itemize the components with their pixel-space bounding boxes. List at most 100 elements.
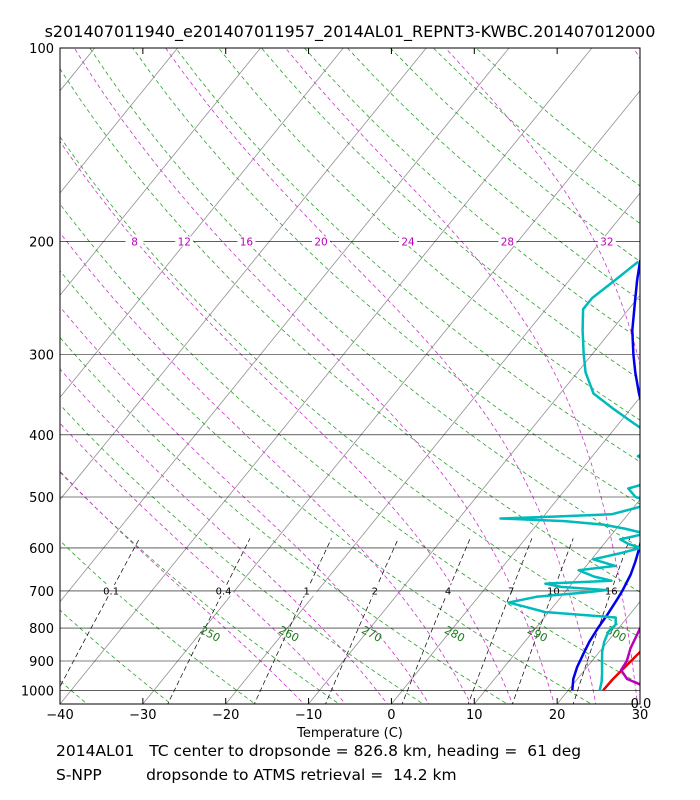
mixing-ratio-label-bg xyxy=(438,584,459,596)
moist-adiabat-line xyxy=(73,48,555,704)
y-tick-label: 1000 xyxy=(21,684,54,699)
isotherm-line xyxy=(225,192,640,704)
isotherm-line xyxy=(307,294,640,704)
dry-adiabat-line xyxy=(60,471,340,704)
theta-e-label-bg xyxy=(312,236,330,247)
theta-e-label-bg xyxy=(498,236,517,247)
mixing-ratio-line xyxy=(467,538,533,704)
mixing-ratio-label: 0.1 xyxy=(103,586,119,597)
mixing-ratio-line xyxy=(572,538,631,704)
theta-e-label-bg xyxy=(597,236,616,247)
y-tick-label: 300 xyxy=(29,348,54,363)
mixing-ratio-label: 2 xyxy=(372,586,378,597)
dry-adiabat-line xyxy=(218,48,640,421)
theta-e-label: 12 xyxy=(178,236,191,248)
dry-adiabat-line xyxy=(60,270,593,704)
y-tick-label: 700 xyxy=(29,585,54,600)
y-tick-label: 500 xyxy=(29,491,54,506)
x-tick-label: 10 xyxy=(466,708,483,723)
plot-frame xyxy=(59,47,641,705)
y-tick-label: 900 xyxy=(29,655,54,670)
dry-adiabat-line xyxy=(60,540,256,704)
isotherm-line xyxy=(60,48,427,501)
corner-label: 0.0 xyxy=(631,697,652,712)
mixing-ratio-line xyxy=(253,538,332,704)
mixing-ratio-label: 7 xyxy=(508,586,514,597)
mixing-ratio-label-bg xyxy=(601,584,622,596)
moist-adiabat-line xyxy=(60,140,513,704)
axes: −40 −30 −20 −10 0 10 20 30100090080070060050040… xyxy=(21,42,651,723)
dry-adiabat-line xyxy=(432,48,640,224)
sounding-profiles xyxy=(499,257,640,692)
mixing-ratio-label: 4 xyxy=(445,586,451,597)
mixing-ratio-label: 16 xyxy=(605,586,618,597)
isotherm-line xyxy=(60,48,593,704)
dry-adiabat-line xyxy=(60,67,640,593)
y-tick-label: 600 xyxy=(29,542,54,557)
chart-title: s201407011940_e201407011957_2014AL01_REP… xyxy=(45,22,656,42)
dry-adiabat-line xyxy=(60,203,640,685)
moist-adiabat-line xyxy=(284,48,638,704)
dry-adiabat-label: 280 xyxy=(442,624,467,645)
theta-e-label: 28 xyxy=(501,236,514,248)
mixing-ratio-line xyxy=(167,538,251,704)
theta-e-label: 32 xyxy=(600,236,613,248)
mixing-ratio-line xyxy=(512,538,574,704)
dry-adiabat-line xyxy=(60,136,640,638)
mixing-ratio-label-bg xyxy=(213,584,234,596)
dry-adiabat-label: 260 xyxy=(276,624,301,645)
dry-adiabat-line xyxy=(60,609,172,704)
dry-adiabat-label: 250 xyxy=(198,624,223,645)
moist-adiabat-line xyxy=(165,48,597,704)
isotherm-line xyxy=(60,48,179,194)
mixing-ratio-label-bg xyxy=(364,584,385,596)
dry-adiabat-label: 270 xyxy=(359,624,384,645)
isotherm-line xyxy=(556,601,640,704)
x-tick-label: −40 xyxy=(46,708,73,723)
isotherm-line xyxy=(60,48,262,296)
theta-e-label: 16 xyxy=(240,236,254,248)
x-tick-label: 0 xyxy=(387,708,395,723)
mixing-ratio-label-bg xyxy=(101,584,122,596)
moist-adiabat-line xyxy=(60,306,430,704)
theta-e-label-bg xyxy=(399,236,417,247)
moist-adiabat-line xyxy=(444,48,640,367)
isotherm-line xyxy=(390,396,640,704)
y-tick-label: 800 xyxy=(29,622,54,637)
retrieval-dewpoint-line xyxy=(571,257,640,691)
dry-adiabat-line xyxy=(89,48,640,549)
mixing-ratio-label-bg xyxy=(296,584,317,596)
theta-e-label-bg xyxy=(125,236,144,247)
caption-line-1: 2014AL01 TC center to dropsonde = 826.8 … xyxy=(56,742,582,760)
dry-adiabat-line xyxy=(261,48,640,380)
isotherm-line xyxy=(142,90,640,704)
theta-e-label: 8 xyxy=(131,236,138,248)
x-tick-label: −30 xyxy=(129,708,156,723)
theta-e-label: 24 xyxy=(401,236,415,248)
retrieval-temperature-line xyxy=(619,625,640,686)
mixing-ratio-label: 0.4 xyxy=(216,586,232,597)
theta-e-label-bg xyxy=(175,236,194,247)
mixing-ratio-label-bg xyxy=(543,584,564,596)
dry-adiabat-line xyxy=(347,48,640,301)
y-tick-label: 100 xyxy=(29,42,54,57)
y-tick-label: 400 xyxy=(29,429,54,444)
isotherm-line xyxy=(60,48,510,603)
dry-adiabat-line xyxy=(175,48,640,463)
x-tick-label: −20 xyxy=(212,708,239,723)
x-tick-label: 20 xyxy=(549,708,566,723)
mixing-ratio-label-bg xyxy=(501,584,522,596)
y-tick-label: 200 xyxy=(29,235,54,250)
x-tick-label: 30 xyxy=(632,708,649,723)
isotherm-line xyxy=(60,48,96,92)
dry-adiabat-label: 290 xyxy=(525,624,550,645)
moist-adiabat-line xyxy=(60,470,305,704)
moist-adiabat-line xyxy=(60,422,347,704)
isotherm-line xyxy=(639,703,640,704)
mixing-ratio-line xyxy=(60,538,140,688)
mixing-ratio-line xyxy=(401,538,471,704)
isotherm-line xyxy=(0,34,24,707)
isotherm-line xyxy=(60,48,344,399)
